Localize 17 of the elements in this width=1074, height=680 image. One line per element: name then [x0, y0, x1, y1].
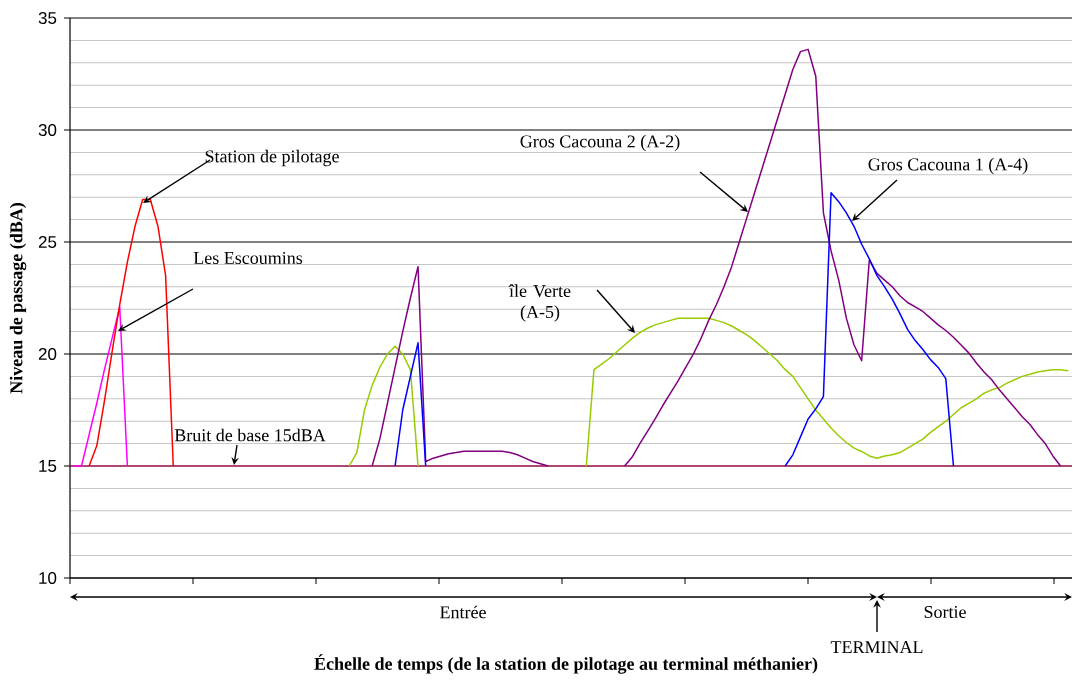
y-tick-label: 20 [38, 347, 57, 360]
y-tick-label: 25 [38, 235, 57, 248]
annotation: Gros Cacouna 2 (A-2) [520, 134, 680, 151]
y-tick-label: 35 [38, 11, 57, 24]
annotation: Les Escoumins [193, 251, 303, 264]
x-axis-title: Échelle de temps (de la station de pilotage au terminal méthanier) [314, 654, 818, 674]
y-tick-label: 15 [39, 459, 57, 472]
ref-line-label: Bruit de base 15dBA [174, 428, 326, 442]
y-tick-label: 30 [38, 123, 57, 136]
annotation: île Verte (A-5) [508, 284, 571, 322]
text: Entrée [440, 605, 486, 619]
annotation: Gros Cacouna 1 (A-4) [868, 157, 1028, 174]
text: TERMINAL [830, 640, 923, 653]
y-axis-title: Niveau de passage (dBA) [9, 202, 27, 394]
annotation: Station de pilotage [205, 149, 339, 166]
text: Sortie [924, 605, 966, 618]
y-tick-label: 10 [39, 571, 57, 584]
